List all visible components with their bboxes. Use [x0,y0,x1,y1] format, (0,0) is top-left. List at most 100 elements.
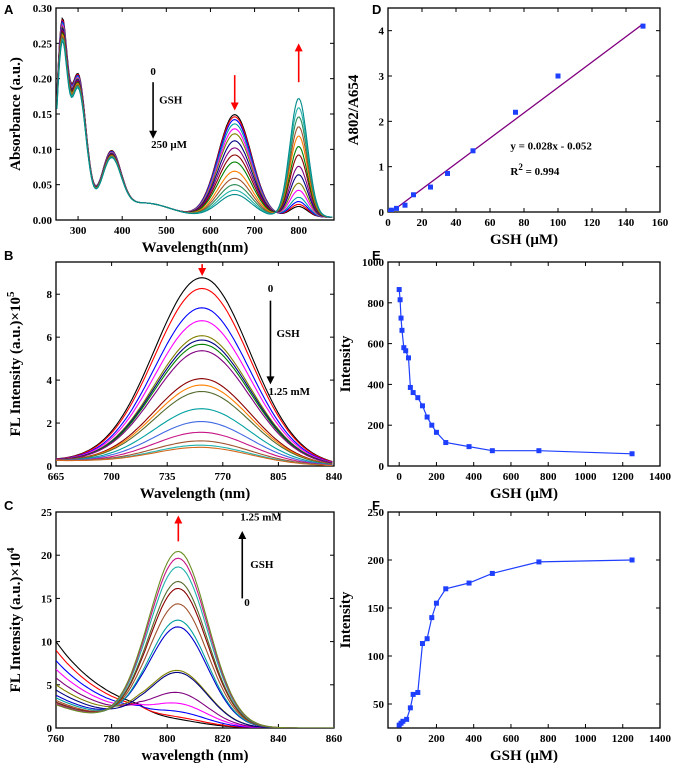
data-point-11 [640,23,646,29]
annotation-gsh: GSH [250,559,274,571]
x-tick-label: 600 [503,471,520,483]
x-tick-label: 860 [326,733,343,745]
x-axis-title: Wavelength(nm) [142,240,249,256]
data-point-11 [419,403,425,409]
x-tick-label: 200 [428,733,445,745]
emission-line-17 [56,446,333,466]
y-tick-label: 4 [379,26,385,38]
x-tick-label: 800 [159,733,176,745]
x-tick-label: 800 [540,471,557,483]
x-tick-label: 1000 [574,733,597,745]
x-tick-label: 500 [158,225,175,237]
x-tick-label: 1000 [574,471,597,483]
data-point-11 [433,600,439,606]
y-tick-label: 10 [41,637,53,649]
x-axis-title: GSH (μM) [490,232,558,248]
x-tick-label: 1400 [649,471,672,483]
x-tick-label: 800 [290,225,307,237]
data-point-9 [513,109,518,115]
x-tick-label: 805 [270,471,287,483]
x-tick-label: 60 [485,217,497,229]
data-point-5 [411,192,416,198]
data-point-6 [403,348,409,354]
x-tick-label: 665 [48,471,65,483]
emission-line-3 [56,307,333,463]
x-tick-label: 400 [114,225,131,237]
y-axis-title: FL Intensity (a.u.)×104 [5,547,24,692]
x-tick-label: 760 [48,733,65,745]
increase-arrow-802-head [294,43,303,52]
y-axis-title-text: Intensity [338,335,354,392]
y-tick-label: 100 [368,651,385,663]
x-tick-label: 840 [270,733,287,745]
y-axis-title-text: Intensity [338,591,354,648]
data-point-19 [629,451,635,457]
emission-line-12 [56,408,333,466]
annotation-end: 1.25 mM [240,512,282,524]
annotation-end: 1.25 mM [268,386,310,398]
emission-line-9 [56,378,333,465]
plot-data [396,557,635,728]
y-tick-label: 4 [47,375,53,387]
x-axis-title: wavelength (nm) [141,748,248,764]
data-point-8 [470,148,476,154]
plot-frame [387,261,661,467]
y-tick-label: 0 [379,461,385,473]
x-tick-label: 1200 [612,471,635,483]
panel-b: B 665 700 735 770 805 840 0 2 4 6 8 Wavelength (nm) F… [4,248,343,502]
plot-frame [55,511,335,729]
annotation-gsh: GSH [159,94,183,106]
y-tick-label: 200 [368,555,385,567]
emission-line-4 [56,320,333,464]
data-point-4 [402,202,408,208]
data-point-7 [415,689,421,695]
y-axis-title: A802/A654 [346,74,362,145]
data-point-3 [400,718,406,724]
y-tick-label: 600 [368,339,385,351]
panel-letter: E [372,248,381,263]
y-axis-title: Absorbance (a.u.) [8,57,24,171]
y-axis-title: FL Intensity (a.u.)×105 [5,291,24,436]
panel-f: F 0 200 400 600 800 1000 1200 1400 50 100 150 200 250… [338,498,672,764]
emission-line-7 [56,343,333,464]
decrease-arrow-head [198,267,207,276]
y-axis-title-text: A802/A654 [346,74,362,145]
decrease-arrow-654-head [230,102,239,111]
annotation-start: 0 [150,66,156,78]
plot-frame [55,261,335,467]
emission-line-15 [56,550,334,728]
data-point-13 [429,422,435,428]
panel-letter: D [372,2,381,17]
data-point-15 [536,559,542,565]
y-tick-label: 200 [368,420,385,432]
data-point-4 [399,327,405,333]
x-tick-label: 800 [540,733,557,745]
y-tick-label: 3 [379,71,385,83]
data-point-16 [466,444,472,450]
y-tick-label: 0 [47,461,53,473]
data-point-18 [536,448,542,454]
panel-letter: B [4,248,13,263]
data-point-8 [419,641,425,647]
y-tick-label: 50 [373,699,385,711]
emission-line-1 [56,277,333,463]
y-axis-title-exponent: 5 [5,291,17,297]
data-point-14 [489,570,495,576]
data-point-7 [445,170,450,176]
data-point-16 [629,557,635,563]
x-tick-label: 840 [326,471,343,483]
x-tick-label: 700 [103,471,120,483]
x-tick-label: 200 [428,471,445,483]
y-tick-label: 1000 [362,257,385,269]
y-tick-label: 25 [41,507,53,519]
r-squared-exponent: 2 [518,162,523,172]
y-axis-title-text: FL Intensity (a.u.)×10 [8,297,24,436]
x-tick-label: 100 [550,217,567,229]
emission-line-10 [56,384,333,465]
y-tick-label: 250 [368,507,385,519]
x-tick-label: 300 [70,225,87,237]
y-tick-label: 0.25 [33,38,53,50]
y-axis-title: Intensity [338,591,354,648]
y-tick-label: 800 [368,298,385,310]
